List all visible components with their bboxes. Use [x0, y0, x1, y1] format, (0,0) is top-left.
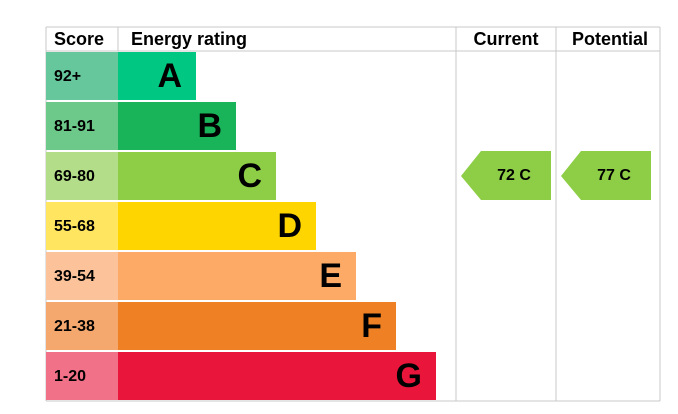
score-cell — [46, 352, 118, 400]
potential-arrow — [561, 151, 651, 200]
header-potential: Potential — [572, 29, 648, 49]
rating-letter: F — [361, 307, 382, 345]
rating-letter: E — [319, 257, 342, 295]
header-rating: Energy rating — [131, 29, 247, 49]
score-range: 55-68 — [54, 218, 95, 235]
rating-bar — [118, 152, 276, 200]
rating-bar — [118, 252, 356, 300]
current-label: 72 C — [497, 167, 531, 184]
score-cell — [46, 52, 118, 100]
rating-letter: D — [277, 207, 302, 245]
score-range: 1-20 — [54, 368, 86, 385]
current-arrow — [461, 151, 551, 200]
rating-letter: G — [396, 357, 422, 395]
score-range: 81-91 — [54, 118, 95, 135]
rating-bar — [118, 202, 316, 250]
rating-bar — [118, 52, 196, 100]
rating-letter: A — [157, 57, 182, 95]
score-cell — [46, 152, 118, 200]
score-cell — [46, 252, 118, 300]
score-range: 92+ — [54, 68, 81, 85]
score-cell — [46, 102, 118, 150]
header-current: Current — [473, 29, 538, 49]
rating-bar — [118, 102, 236, 150]
potential-label: 77 C — [597, 167, 631, 184]
score-range: 21-38 — [54, 318, 95, 335]
header-score: Score — [54, 29, 104, 49]
rating-bar — [118, 302, 396, 350]
rating-letter: C — [237, 157, 262, 195]
score-cell — [46, 202, 118, 250]
score-range: 69-80 — [54, 168, 95, 185]
rating-letter: B — [197, 107, 222, 145]
score-cell — [46, 302, 118, 350]
score-range: 39-54 — [54, 268, 95, 285]
rating-bar — [118, 352, 436, 400]
